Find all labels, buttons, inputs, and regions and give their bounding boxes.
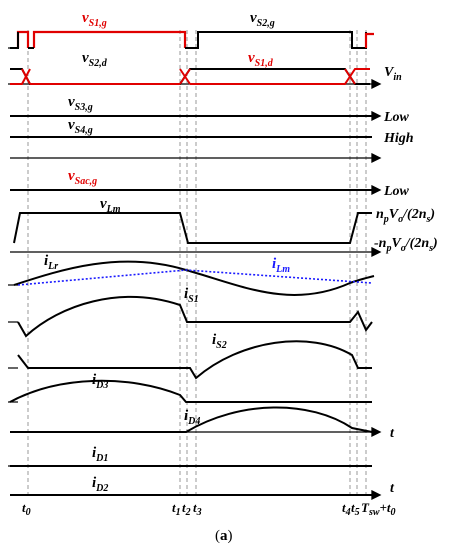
axis-arrows — [10, 78, 382, 501]
timing-guide-lines — [27, 30, 367, 495]
trace-iD4 — [10, 406, 373, 433]
trace-vS1g-tail — [364, 32, 374, 48]
label-iS2: iS2 — [212, 332, 227, 351]
trace-vS2g — [10, 31, 367, 49]
time-t5: t5 — [351, 500, 360, 518]
label-iD2: iD2 — [92, 475, 108, 494]
right-label-t1: t — [390, 426, 395, 441]
left-ticks — [8, 47, 18, 467]
figure-caption: (a) — [215, 528, 233, 544]
trace-iLm — [17, 269, 373, 286]
time-t2: t2 — [182, 500, 191, 518]
label-vSacg: vSac,g — [68, 168, 97, 187]
label-iLr: iLr — [44, 253, 58, 272]
right-label-neg: -npVo/(2ns) — [374, 236, 438, 254]
right-label-low1: Low — [383, 110, 410, 125]
label-iLm: iLm — [272, 256, 290, 275]
label-iS1: iS1 — [184, 286, 199, 305]
time-t4: t4 — [342, 500, 351, 518]
right-label-low2: Low — [383, 184, 410, 199]
label-vS1g: vS1,g — [82, 10, 107, 29]
label-iD3: iD3 — [92, 372, 108, 391]
trace-vS2d — [10, 68, 370, 85]
trace-vLm — [13, 212, 372, 244]
label-vS1d: vS1,d — [248, 50, 274, 69]
right-label-high: High — [383, 131, 414, 146]
label-vS3g: vS3,g — [68, 94, 93, 113]
label-vS2g: vS2,g — [250, 10, 275, 29]
right-label-pos: npVo/(2ns) — [376, 207, 435, 225]
right-label-vin: Vin — [384, 65, 402, 83]
label-vLm: vLm — [100, 196, 121, 215]
time-t0: t0 — [22, 500, 31, 518]
time-t1: t1 — [172, 500, 181, 518]
trace-iLr — [13, 260, 375, 296]
label-vS2d: vS2,d — [82, 50, 108, 69]
trace-iD3 — [9, 379, 372, 403]
label-iD1: iD1 — [92, 445, 108, 464]
label-vS4g: vS4,g — [68, 117, 93, 136]
trace-vS1d-body — [30, 68, 370, 85]
time-t3: t3 — [193, 500, 202, 518]
trace-vS1d — [10, 68, 31, 85]
right-label-t2: t — [390, 481, 395, 496]
time-tsw: Tsw+t0 — [361, 500, 396, 518]
trace-iS2 — [17, 340, 372, 380]
label-iD4: iD4 — [184, 408, 200, 427]
trace-vS1g — [16, 30, 187, 48]
trace-iS1 — [17, 295, 373, 338]
